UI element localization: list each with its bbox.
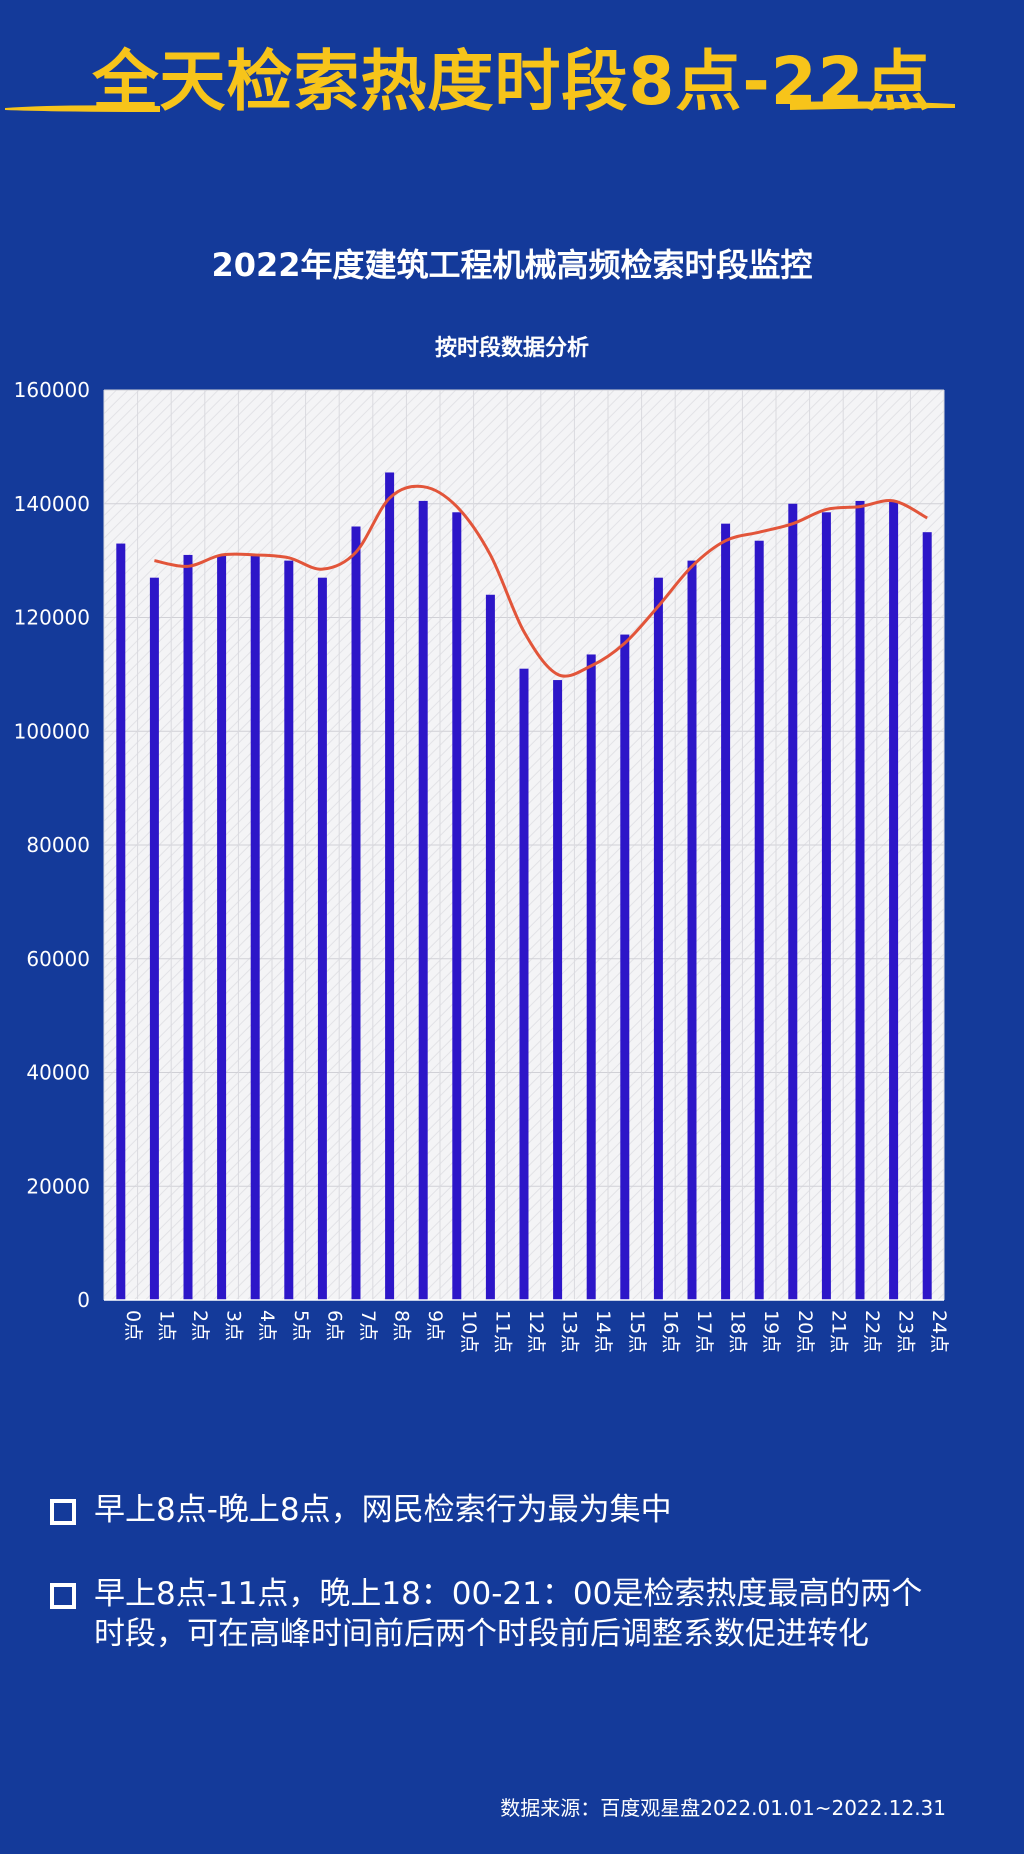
x-tick-label: 7点: [357, 1310, 379, 1341]
data-source-note: 数据来源：百度观星盘2022.01.01~2022.12.31: [500, 1796, 946, 1820]
headline-underline-brush: [5, 101, 955, 112]
x-tick-label: 0点: [122, 1310, 144, 1341]
x-tick-label: 20点: [794, 1310, 816, 1353]
x-tick-label: 12点: [525, 1310, 547, 1353]
chart-subtitle: 按时段数据分析: [434, 336, 589, 361]
y-tick-label: 160000: [14, 378, 90, 402]
bar: [385, 472, 395, 1300]
bar: [821, 512, 831, 1300]
square-bullet-icon: [50, 1499, 76, 1525]
bar: [116, 543, 126, 1300]
bar-line-chart: 0 20000 40000 60000 80000 100000 120000 140000 1…: [14, 378, 951, 1353]
bar: [653, 577, 663, 1300]
bar: [284, 560, 294, 1300]
x-tick-label: 22点: [861, 1310, 883, 1353]
x-tick-label: 23点: [895, 1310, 917, 1353]
x-tick-label: 2点: [189, 1310, 211, 1341]
x-tick-label: 9点: [424, 1310, 446, 1341]
bar: [855, 500, 865, 1300]
x-tick-label: 15点: [626, 1310, 648, 1353]
bullet-item: 早上8点-11点，晚上18：00-21：00是检索热度最高的两个时段，可在高峰时…: [50, 1574, 950, 1654]
bar: [553, 680, 563, 1300]
square-bullet-icon: [50, 1583, 76, 1609]
y-tick-label: 60000: [26, 947, 90, 971]
bar: [721, 523, 731, 1300]
x-tick-label: 8点: [391, 1310, 413, 1341]
x-tick-label: 11点: [491, 1310, 513, 1353]
bar: [889, 500, 899, 1300]
x-tick-label: 6点: [323, 1310, 345, 1341]
x-tick-label: 5点: [290, 1310, 312, 1341]
y-tick-label: 140000: [14, 492, 90, 516]
bar: [317, 577, 327, 1300]
y-tick-label: 80000: [26, 833, 90, 857]
x-tick-label: 24点: [928, 1310, 950, 1353]
y-tick-label: 100000: [14, 719, 90, 743]
bar: [217, 554, 227, 1300]
trend-line: [154, 484, 928, 678]
x-tick-label: 4点: [256, 1310, 278, 1341]
bar: [485, 594, 495, 1300]
x-tick-label: 3点: [223, 1310, 245, 1341]
y-tick-label: 120000: [14, 606, 90, 630]
y-tick-label: 20000: [26, 1174, 90, 1198]
x-tick-label: 19点: [760, 1310, 782, 1353]
bar: [183, 554, 193, 1300]
x-tick-label: 18点: [727, 1310, 749, 1353]
bar: [418, 500, 428, 1300]
bar: [519, 668, 529, 1300]
bar: [922, 532, 932, 1300]
bar: [620, 634, 630, 1300]
x-tick-label: 17点: [693, 1310, 715, 1353]
y-tick-label: 0: [77, 1288, 90, 1312]
bar: [149, 577, 159, 1300]
bar: [586, 654, 596, 1300]
x-tick-label: 14点: [592, 1310, 614, 1353]
bar: [754, 540, 764, 1300]
bullet-item: 早上8点-晚上8点，网民检索行为最为集中: [50, 1490, 950, 1530]
y-tick-label: 40000: [26, 1061, 90, 1085]
chart-title: 2022年度建筑工程机械高频检索时段监控: [211, 246, 813, 284]
bullet-text: 早上8点-11点，晚上18：00-21：00是检索热度最高的两个时段，可在高峰时…: [94, 1576, 923, 1652]
x-tick-label: 16点: [659, 1310, 681, 1353]
x-tick-label: 21点: [827, 1310, 849, 1353]
x-tick-label: 1点: [155, 1310, 177, 1341]
bar: [452, 512, 462, 1300]
bar: [687, 560, 697, 1300]
bullet-text: 早上8点-晚上8点，网民检索行为最为集中: [94, 1492, 672, 1528]
bar: [788, 503, 798, 1300]
bar: [250, 554, 260, 1300]
bar: [351, 526, 361, 1300]
x-tick-label: 13点: [559, 1310, 581, 1353]
x-tick-label: 10点: [458, 1310, 480, 1353]
